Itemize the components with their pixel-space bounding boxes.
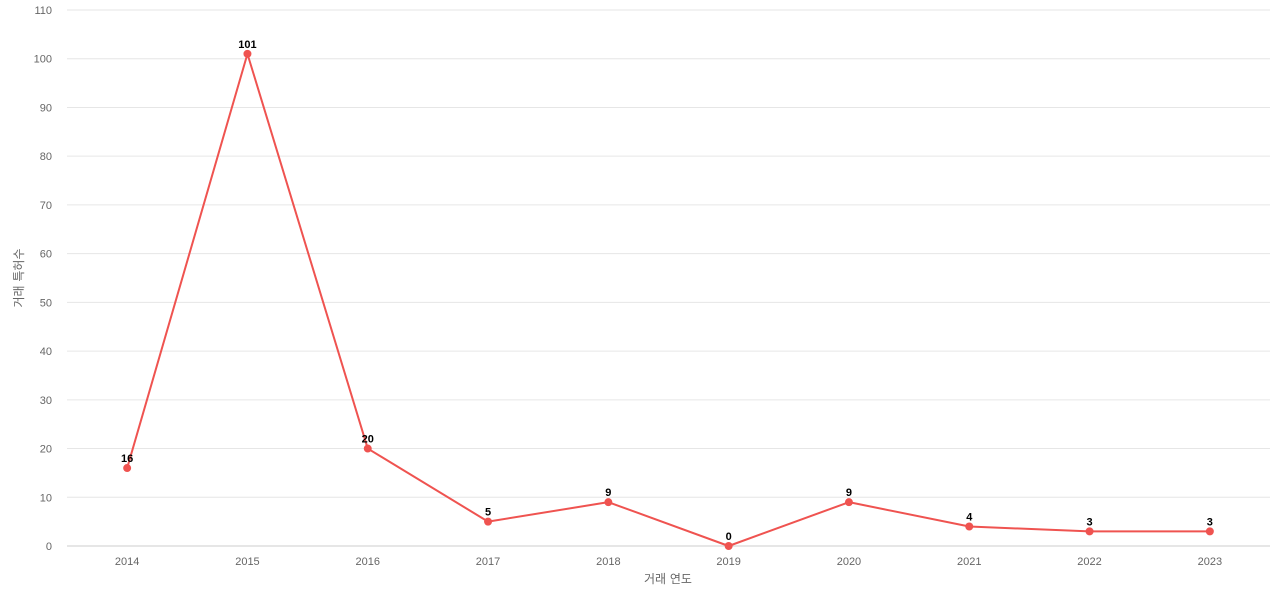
data-point[interactable] bbox=[965, 522, 974, 531]
x-tick-label: 2014 bbox=[115, 556, 139, 568]
data-label: 101 bbox=[238, 39, 256, 51]
y-tick-label: 40 bbox=[40, 346, 52, 358]
y-axis-ticks: 0 10 20 30 40 50 60 70 80 90 100 110 bbox=[34, 5, 52, 553]
data-label: 9 bbox=[846, 487, 852, 499]
series-layer bbox=[123, 49, 1214, 550]
x-tick-label: 2022 bbox=[1077, 556, 1101, 568]
y-tick-label: 10 bbox=[40, 492, 52, 504]
x-axis-ticks: 2014 2015 2016 2017 2018 2019 2020 2021 2022 2023 bbox=[115, 556, 1222, 568]
y-tick-label: 20 bbox=[40, 444, 52, 456]
data-point[interactable] bbox=[363, 444, 372, 453]
data-labels: 16 101 20 5 9 0 9 4 3 3 bbox=[121, 39, 1213, 543]
data-point[interactable] bbox=[844, 498, 853, 507]
y-tick-label: 50 bbox=[40, 297, 52, 309]
y-tick-label: 60 bbox=[40, 249, 52, 261]
data-point[interactable] bbox=[604, 498, 613, 507]
data-label: 5 bbox=[485, 507, 491, 519]
y-tick-label: 30 bbox=[40, 395, 52, 407]
y-tick-label: 80 bbox=[40, 151, 52, 163]
y-tick-label: 110 bbox=[34, 5, 52, 17]
y-tick-label: 100 bbox=[34, 54, 52, 66]
data-label: 4 bbox=[966, 512, 973, 524]
data-label: 16 bbox=[121, 453, 133, 465]
data-point[interactable] bbox=[123, 464, 132, 473]
x-axis-title: 거래 연도 bbox=[644, 572, 692, 586]
x-tick-label: 2016 bbox=[356, 556, 380, 568]
x-tick-label: 2023 bbox=[1198, 556, 1222, 568]
x-tick-label: 2018 bbox=[596, 556, 620, 568]
data-point[interactable] bbox=[1085, 527, 1094, 536]
data-point[interactable] bbox=[243, 49, 252, 58]
x-tick-label: 2020 bbox=[837, 556, 861, 568]
y-tick-label: 90 bbox=[40, 102, 52, 114]
x-tick-label: 2021 bbox=[957, 556, 981, 568]
x-tick-label: 2015 bbox=[235, 556, 259, 568]
data-point[interactable] bbox=[1205, 527, 1214, 536]
data-point[interactable] bbox=[484, 517, 493, 526]
data-label: 0 bbox=[726, 531, 732, 543]
data-label: 9 bbox=[605, 487, 611, 499]
series-line bbox=[126, 52, 1210, 547]
y-tick-label: 0 bbox=[46, 541, 52, 553]
data-point[interactable] bbox=[724, 542, 733, 550]
data-label: 3 bbox=[1086, 516, 1092, 528]
x-tick-label: 2019 bbox=[716, 556, 740, 568]
y-axis-title: 거래 특허수 bbox=[12, 248, 26, 307]
data-label: 3 bbox=[1207, 516, 1213, 528]
data-label: 20 bbox=[362, 434, 374, 446]
y-tick-label: 70 bbox=[40, 200, 52, 212]
grid-lines bbox=[67, 9, 1270, 547]
x-tick-label: 2017 bbox=[476, 556, 500, 568]
